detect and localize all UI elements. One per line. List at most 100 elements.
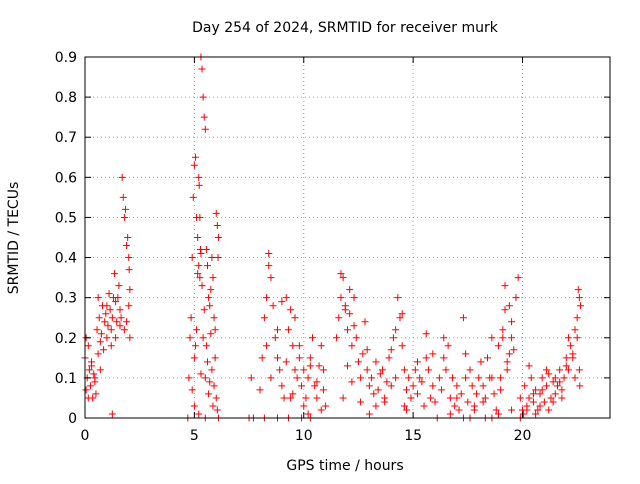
data-point: [197, 250, 205, 258]
data-point: [409, 382, 417, 390]
data-point: [82, 386, 90, 394]
data-point: [125, 302, 133, 310]
data-point: [400, 402, 408, 410]
data-point: [105, 290, 113, 298]
data-point: [477, 358, 485, 366]
data-point: [556, 378, 564, 386]
data-point: [470, 402, 478, 410]
data-point: [196, 213, 204, 221]
data-point: [289, 342, 297, 350]
data-point: [379, 366, 386, 374]
data-point: [562, 362, 570, 370]
data-point: [190, 402, 198, 410]
data-point: [207, 286, 215, 294]
data-point: [490, 390, 498, 398]
data-point: [265, 262, 273, 270]
data-point: [481, 394, 489, 402]
data-point: [575, 294, 583, 302]
data-point: [317, 406, 325, 414]
data-point: [372, 358, 380, 366]
data-point: [186, 334, 194, 342]
data-point: [508, 318, 516, 326]
data-point: [411, 366, 419, 374]
data-point: [116, 306, 124, 314]
data-point: [562, 354, 570, 362]
data-point: [551, 390, 559, 398]
data-point: [435, 374, 443, 382]
y-axis-title: SRMTID / TECUs: [6, 182, 22, 295]
data-point: [444, 342, 452, 350]
data-point: [414, 390, 421, 398]
data-point: [94, 350, 102, 358]
data-point: [92, 390, 100, 398]
data-point: [396, 314, 404, 322]
data-point: [512, 294, 520, 302]
data-point: [111, 270, 119, 278]
data-point: [315, 362, 323, 370]
data-point: [260, 314, 268, 322]
data-point: [295, 354, 303, 362]
data-point: [381, 394, 389, 402]
data-point: [494, 410, 502, 418]
data-point: [462, 350, 470, 358]
data-point: [564, 334, 572, 342]
data-point: [429, 382, 437, 390]
data-point: [532, 410, 540, 418]
data-point: [126, 334, 134, 342]
data-point: [86, 382, 94, 390]
data-point: [195, 173, 203, 181]
data-point: [88, 362, 96, 370]
data-point: [193, 326, 201, 334]
data-point: [319, 366, 327, 374]
data-point: [534, 406, 542, 414]
data-point: [317, 342, 325, 350]
data-point: [554, 382, 561, 390]
data-point: [287, 394, 295, 402]
data-point: [536, 390, 544, 398]
data-point: [123, 318, 131, 326]
data-point: [571, 326, 579, 334]
data-point: [274, 354, 281, 362]
data-point: [300, 366, 308, 374]
data-point: [207, 330, 215, 338]
data-point: [357, 374, 365, 382]
data-point: [267, 374, 275, 382]
data-point: [309, 334, 316, 342]
data-point: [199, 334, 207, 342]
data-point: [348, 342, 356, 350]
data-point: [282, 358, 290, 366]
data-point: [575, 366, 583, 374]
data-point: [540, 398, 548, 406]
data-point: [300, 402, 308, 410]
data-point: [479, 398, 487, 406]
x-axis-title: GPS time / hours: [286, 458, 403, 474]
data-point: [125, 266, 133, 274]
data-point: [545, 406, 553, 414]
data-point: [521, 382, 529, 390]
data-point: [405, 374, 413, 382]
data-point: [125, 254, 133, 262]
data-point: [319, 386, 327, 394]
data-point: [344, 326, 351, 334]
data-point: [199, 93, 207, 101]
data-point: [543, 366, 551, 374]
data-point: [344, 362, 351, 370]
data-point: [306, 362, 314, 370]
data-point: [293, 374, 301, 382]
data-point: [529, 390, 537, 398]
data-point: [523, 406, 531, 414]
y-tick-label: 0.9: [55, 50, 77, 66]
data-point: [201, 374, 209, 382]
data-point: [103, 302, 111, 310]
data-point: [212, 394, 220, 402]
data-point: [510, 346, 518, 354]
data-point: [455, 406, 463, 414]
data-point: [501, 282, 509, 290]
data-point: [191, 153, 199, 161]
y-tick-label: 0.4: [55, 251, 77, 267]
data-point: [304, 410, 312, 418]
data-point: [208, 254, 216, 262]
data-point: [525, 394, 533, 402]
data-point: [438, 386, 446, 394]
data-point: [108, 410, 116, 418]
